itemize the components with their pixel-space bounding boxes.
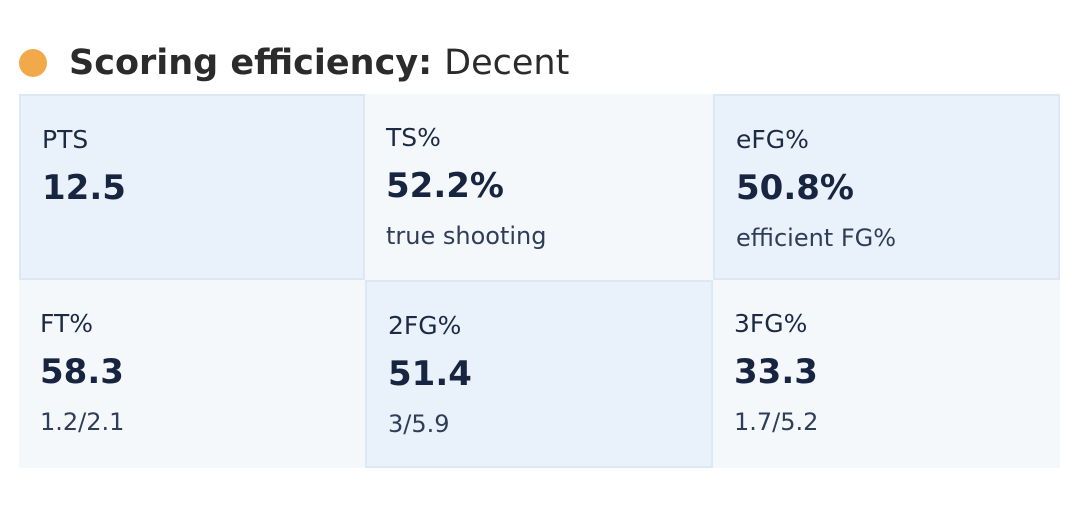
status-dot [19, 49, 47, 77]
stat-cell: TS% 52.2% true shooting [365, 94, 713, 280]
stat-label: FT% [40, 309, 93, 338]
stat-value: 50.8% [736, 168, 854, 208]
stat-note: 1.2/2.1 [40, 408, 125, 436]
header-rating: Decent [444, 43, 570, 83]
stat-note: 1.7/5.2 [734, 408, 819, 436]
stat-cell: FT% 58.3 1.2/2.1 [19, 280, 365, 468]
stat-label: 2FG% [388, 311, 462, 340]
header: Scoring efficiency: Decent [19, 38, 569, 88]
stat-label: 3FG% [734, 309, 808, 338]
stat-note: 3/5.9 [388, 410, 450, 438]
stat-label: PTS [42, 125, 89, 154]
stat-note: true shooting [386, 222, 547, 250]
stat-value: 33.3 [734, 352, 818, 392]
stat-cell: 2FG% 51.4 3/5.9 [365, 280, 713, 468]
stats-grid: PTS 12.5 TS% 52.2% true shooting eFG% 50.8% eff… [19, 94, 1060, 468]
stat-cell: 3FG% 33.3 1.7/5.2 [713, 280, 1060, 468]
stat-value: 58.3 [40, 352, 124, 392]
stat-value: 52.2% [386, 166, 504, 206]
stat-cell: eFG% 50.8% efficient FG% [713, 94, 1060, 280]
stat-value: 51.4 [388, 354, 472, 394]
stat-value: 12.5 [42, 168, 126, 208]
header-title: Scoring efficiency: [69, 43, 433, 83]
stat-label: TS% [386, 123, 441, 152]
stat-label: eFG% [736, 125, 809, 154]
stat-cell: PTS 12.5 [19, 94, 365, 280]
stat-note: efficient FG% [736, 224, 897, 252]
